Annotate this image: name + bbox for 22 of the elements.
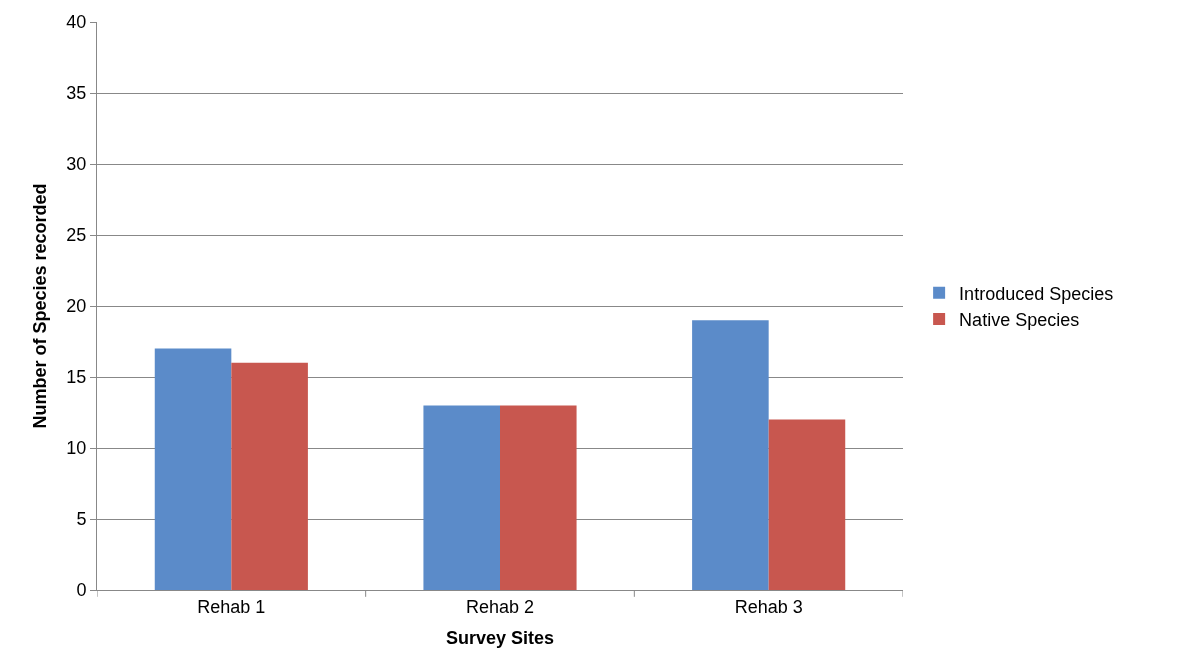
- y-tick-label: 35: [66, 83, 87, 104]
- y-tick-label: 30: [66, 154, 87, 175]
- y-tick-label: 20: [66, 296, 87, 317]
- x-tick-label: Rehab 3: [734, 596, 803, 617]
- y-tick-label: 25: [66, 225, 87, 246]
- y-tick-label: 0: [76, 580, 87, 601]
- bar: [231, 362, 308, 590]
- y-tick-label: 10: [66, 438, 87, 459]
- y-tick-label: 40: [66, 12, 87, 33]
- bar: [692, 320, 769, 590]
- y-tick-label: 5: [76, 509, 87, 530]
- bar: [500, 405, 577, 590]
- bar: [423, 405, 500, 590]
- bar: [154, 348, 232, 590]
- y-axis-title: Number of Species recorded: [29, 183, 50, 429]
- legend-label: Introduced Species: [959, 283, 1114, 304]
- legend-label: Native Species: [959, 310, 1080, 331]
- x-tick-label: Rehab 1: [197, 596, 266, 617]
- x-axis-title: Survey Sites: [445, 627, 555, 648]
- bar: [768, 419, 846, 590]
- y-tick-label: 15: [66, 367, 87, 388]
- x-tick-label: Rehab 2: [465, 596, 535, 617]
